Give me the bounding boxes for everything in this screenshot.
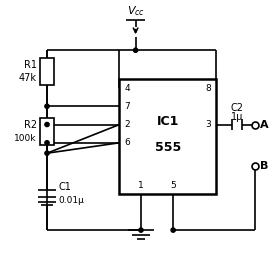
Text: B: B <box>260 161 268 171</box>
Text: 47k: 47k <box>19 73 37 83</box>
Circle shape <box>139 228 143 232</box>
Circle shape <box>134 48 138 52</box>
Circle shape <box>45 122 49 126</box>
Circle shape <box>45 104 49 108</box>
Text: 1: 1 <box>138 181 144 191</box>
Text: 100k: 100k <box>14 134 37 143</box>
Text: 1μ: 1μ <box>231 112 243 122</box>
Text: C1: C1 <box>58 182 71 192</box>
Text: $V_{cc}$: $V_{cc}$ <box>126 4 145 18</box>
Text: 8: 8 <box>206 84 211 92</box>
Text: C2: C2 <box>230 103 243 113</box>
Text: R1: R1 <box>24 60 37 70</box>
Text: 2: 2 <box>124 120 130 129</box>
Text: 555: 555 <box>155 142 181 154</box>
Text: A: A <box>260 120 268 129</box>
Text: 5: 5 <box>170 181 176 191</box>
Text: 4: 4 <box>124 84 130 92</box>
Text: 6: 6 <box>124 138 130 147</box>
Text: R2: R2 <box>24 120 37 130</box>
Bar <box>40 58 54 85</box>
Text: 0.01μ: 0.01μ <box>58 196 84 205</box>
Circle shape <box>45 141 49 145</box>
Bar <box>119 79 216 193</box>
Bar <box>40 118 54 145</box>
Text: IC1: IC1 <box>157 116 179 128</box>
Text: 7: 7 <box>124 102 130 111</box>
Text: 3: 3 <box>206 120 211 129</box>
Circle shape <box>171 228 175 232</box>
Circle shape <box>45 151 49 155</box>
